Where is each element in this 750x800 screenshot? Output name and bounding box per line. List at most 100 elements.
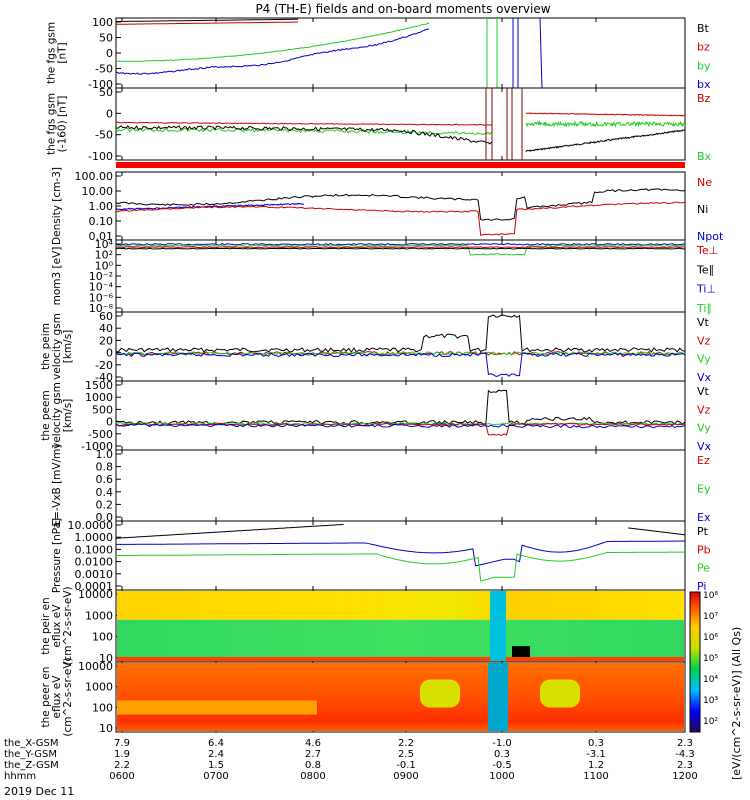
legend-Te⊥: Te⊥ xyxy=(696,244,718,257)
legend-Bz: Bz xyxy=(697,92,711,105)
y-tick-label: 0.0010 xyxy=(75,568,114,581)
footer-date: 2019 Dec 11 xyxy=(4,785,74,798)
legend-Bt: Bt xyxy=(697,22,710,35)
y-tick-label: 50 xyxy=(99,32,113,45)
y-axis-label-line: Pressure [nPa] xyxy=(51,518,63,593)
y-tick-label: -500 xyxy=(88,428,113,441)
colorbar-tick: 10⁶ xyxy=(703,633,718,643)
y-tick-label: 10.0000 xyxy=(68,519,114,532)
y-axis-label: the peemvelocity gsm[km/s] xyxy=(40,382,74,449)
panel-frame xyxy=(115,380,686,451)
ephem-value: 2.5 xyxy=(398,749,414,760)
series-spike xyxy=(539,17,543,89)
ephem-value: 0.3 xyxy=(494,749,510,760)
y-axis-label-line: (cm^2-s-sr-eV) xyxy=(62,657,74,736)
y-axis-label-line: mom3 [eV] xyxy=(51,247,63,306)
plot-title: P4 (TH-E) fields and on-board moments ov… xyxy=(255,2,550,16)
legend-Pt: Pt xyxy=(697,525,709,538)
ephem-value: 7.9 xyxy=(114,738,130,749)
ephem-value: -3.1 xyxy=(586,749,606,760)
y-tick-label: -50 xyxy=(95,129,113,142)
series-Teperp xyxy=(115,246,685,249)
ephem-value: -1.0 xyxy=(492,738,512,749)
y-tick-label: 10⁻⁶ xyxy=(89,291,114,304)
y-tick-label: -100 xyxy=(88,78,113,91)
y-tick-label: 1000 xyxy=(85,391,113,404)
y-tick-label: 1.0000 xyxy=(75,531,114,544)
ephem-value: 0900 xyxy=(393,771,418,782)
series-Npot xyxy=(115,202,305,211)
heatmap-event xyxy=(490,591,506,661)
series-Vx xyxy=(115,352,686,378)
legend-Vz: Vz xyxy=(697,334,711,347)
series-Tepar xyxy=(115,247,685,250)
y-axis-label-line: the peem xyxy=(40,390,52,440)
panel-frame xyxy=(115,171,686,241)
y-tick-label: 20 xyxy=(99,334,113,347)
ephem-value: 2.3 xyxy=(677,760,693,771)
ephem-value: 4.6 xyxy=(305,738,321,749)
y-tick-label: 1000 xyxy=(85,681,113,694)
y-tick-label: 1500 xyxy=(85,379,113,392)
y-axis-label-line: [km/s] xyxy=(62,399,74,433)
panel-efield: 1.00.80.60.40.20.0 E=-VxB [mV/m] Ez Ey Ex xyxy=(51,445,711,527)
legend-Bx: Bx xyxy=(697,150,712,163)
y-tick-label: 100 xyxy=(92,631,113,644)
ephem-label: hhmm xyxy=(4,771,36,782)
y-axis-label-line: velocity gsm xyxy=(51,382,63,449)
y-tick-label: 0.1000 xyxy=(75,543,114,556)
y-axis-label: E=-VxB [mV/m] xyxy=(51,445,63,527)
heatmap-base xyxy=(117,663,684,731)
legend-Ne: Ne xyxy=(697,176,712,189)
y-tick-label: 10000 xyxy=(78,660,113,673)
y-tick-label: 10⁴ xyxy=(95,238,114,251)
y-axis-label: the fgs gsm(-160) [nT] xyxy=(46,93,69,155)
y-axis-label: the peimvelocity gsm[km/s] xyxy=(40,313,74,380)
legend-Npot: Npot xyxy=(697,230,724,243)
ephem-value: 1100 xyxy=(583,771,608,782)
y-tick-label: 10000 xyxy=(78,588,113,601)
ephem-value: -0.5 xyxy=(492,760,512,771)
panel-frame xyxy=(115,17,686,89)
legend-Ti⊥: Ti⊥ xyxy=(696,283,716,296)
y-tick-label: 100 xyxy=(92,16,113,29)
y-axis-label-line: Density [cm-3] xyxy=(51,167,63,245)
series-Ni xyxy=(115,188,686,221)
y-tick-label: 0.0 xyxy=(96,511,114,524)
y-axis-label-line: velocity gsm xyxy=(51,313,63,380)
heatmap-gap xyxy=(512,646,530,657)
y-axis-label-line: the peir en xyxy=(40,597,52,654)
legend-Ni: Ni xyxy=(697,203,708,216)
ephem-value: -4.3 xyxy=(675,749,695,760)
colorbar-tick: 10³ xyxy=(703,696,718,706)
series-by xyxy=(116,22,430,63)
y-tick-label: -100 xyxy=(88,150,113,163)
series-Bt xyxy=(116,18,299,22)
legend-Pi: Pi xyxy=(697,580,706,593)
ephem-label: the_X-GSM xyxy=(4,738,58,749)
y-tick-label: 0 xyxy=(106,47,113,60)
y-tick-label: 0.2 xyxy=(96,498,114,511)
legend-Te∥: Te∥ xyxy=(696,263,714,276)
y-axis-label: the peir eneflux eV(cm^2-s-sr-eV) xyxy=(40,586,74,665)
ephem-value: 2.4 xyxy=(208,749,224,760)
y-tick-label: -50 xyxy=(95,63,113,76)
y-axis-label-line: the fgs gsm xyxy=(46,22,58,84)
series-bx xyxy=(115,28,430,75)
y-axis-label: the peer eneflux eV(cm^2-s-sr-eV) xyxy=(40,657,74,736)
y-axis-label-line: the peim xyxy=(40,323,52,370)
ephem-value: -0.1 xyxy=(396,760,416,771)
y-axis-label: mom3 [eV] xyxy=(51,247,63,306)
heatmap-low-band xyxy=(117,619,684,660)
panel-fgs_dsl: 50 0 -50 -100 the fgs gsm(-160) [nT] Bz Bx xyxy=(46,86,712,168)
panel-peir: 10000 1000 100 10 the peir eneflux eV(cm^2-s… xyxy=(40,586,686,666)
ephem-value: 0800 xyxy=(300,771,325,782)
series-Bt-b xyxy=(525,129,686,152)
legend-Ti∥: Ti∥ xyxy=(696,302,712,315)
y-tick-label: -1000 xyxy=(81,440,113,453)
y-axis-label-line: [nT] xyxy=(57,42,69,63)
series-Vz xyxy=(115,422,686,437)
ephem-value: 0.3 xyxy=(588,738,604,749)
